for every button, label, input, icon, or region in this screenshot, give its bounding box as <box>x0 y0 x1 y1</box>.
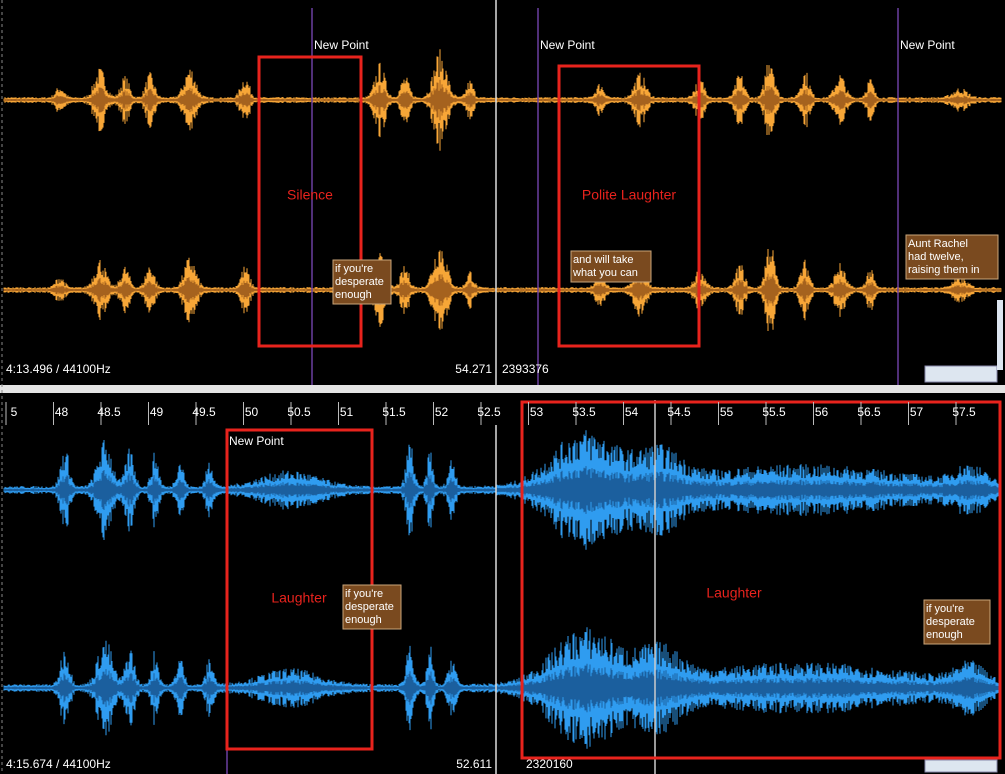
caption-text: what you can <box>572 267 638 279</box>
ruler-label: 52 <box>435 405 449 419</box>
caption-text: enough <box>926 629 963 641</box>
ruler-label: 51.5 <box>382 405 406 419</box>
marker-label: New Point <box>900 38 955 52</box>
caption-text: if you're <box>335 263 373 275</box>
bottom-panel <box>0 393 1005 774</box>
status-text: 52.611 <box>456 757 492 771</box>
ruler-label: 5 <box>11 405 18 419</box>
caption-text: desperate <box>335 276 384 288</box>
ruler-label: 55.5 <box>762 405 786 419</box>
region-label: Laughter <box>271 590 327 606</box>
status-text: 4:13.496 / 44100Hz <box>6 362 111 376</box>
ruler-label: 54 <box>625 405 639 419</box>
ruler-label: 49.5 <box>192 405 216 419</box>
ruler-label: 53.5 <box>572 405 596 419</box>
status-text: 4:15.674 / 44100Hz <box>6 757 111 771</box>
ruler-label: 57.5 <box>952 405 976 419</box>
status-text: 54.271 <box>455 362 492 376</box>
scroll-thumb[interactable] <box>925 760 997 772</box>
ruler-label: 51 <box>340 405 354 419</box>
ruler-label: 55 <box>720 405 734 419</box>
splitter[interactable] <box>0 385 1005 393</box>
scroll-thumb[interactable] <box>925 366 997 382</box>
ruler-label: 56.5 <box>857 405 881 419</box>
caption-text: and will take <box>573 254 634 266</box>
caption-text: enough <box>335 289 372 301</box>
region-label: Polite Laughter <box>582 187 677 203</box>
scroll-bar[interactable] <box>997 300 1003 370</box>
ruler-label: 50.5 <box>287 405 311 419</box>
marker-label: New Point <box>314 38 369 52</box>
ruler-label: 48 <box>55 405 69 419</box>
top-panel <box>0 0 1005 385</box>
ruler-label: 49 <box>150 405 164 419</box>
caption-text: desperate <box>345 601 394 613</box>
status-text: 2320160 <box>526 757 573 771</box>
marker-label: New Point <box>540 38 595 52</box>
ruler-label: 48.5 <box>97 405 121 419</box>
caption-text: if you're <box>926 603 964 615</box>
ruler-label: 50 <box>245 405 259 419</box>
caption-text: Aunt Rachel <box>908 238 968 250</box>
status-text: 2393376 <box>502 362 549 376</box>
caption-text: desperate <box>926 616 975 628</box>
caption-text: if you're <box>345 588 383 600</box>
ruler-label: 56 <box>815 405 829 419</box>
waveform-editor: New Point New Point New Point New Point Sile… <box>0 0 1005 774</box>
caption-text: had twelve, <box>908 251 964 263</box>
ruler-label: 57 <box>910 405 924 419</box>
ruler-label: 53 <box>530 405 544 419</box>
caption-text: enough <box>345 614 382 626</box>
marker-label: New Point <box>229 434 284 448</box>
region-label: Silence <box>287 187 333 203</box>
ruler-label: 54.5 <box>667 405 691 419</box>
ruler-label: 52.5 <box>477 405 501 419</box>
region-label: Laughter <box>706 585 762 601</box>
caption-text: raising them in <box>908 264 980 276</box>
